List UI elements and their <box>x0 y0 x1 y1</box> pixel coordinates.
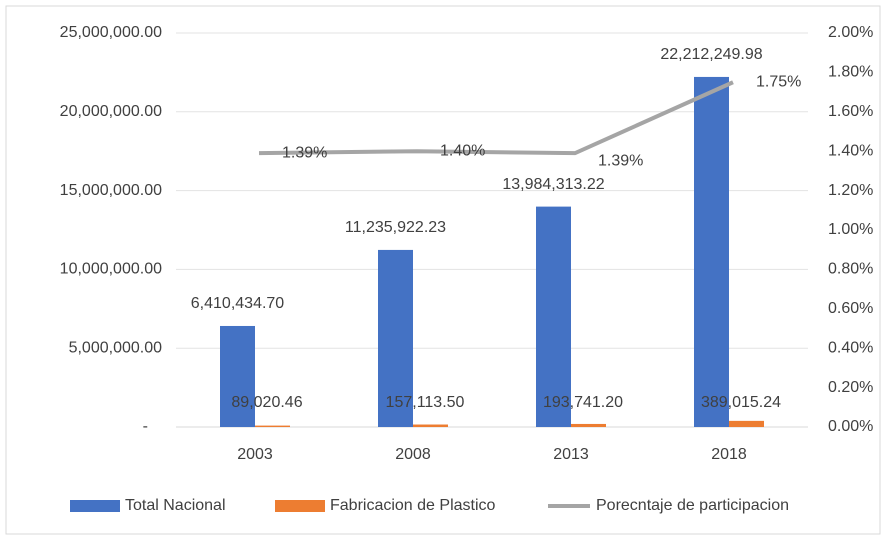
y2-tick-label: 0.40% <box>828 339 873 356</box>
bar <box>220 325 255 427</box>
y2-tick-label: 0.80% <box>828 261 873 278</box>
line-label: 1.75% <box>756 73 801 90</box>
bar <box>536 206 571 427</box>
data-label: 11,235,922.23 <box>345 219 446 236</box>
bar <box>413 424 448 427</box>
bar <box>694 76 729 427</box>
x-tick-label: 2013 <box>553 446 589 463</box>
bar <box>571 423 606 427</box>
data-label: 6,410,434.70 <box>191 295 285 312</box>
y2-tick-label: 0.60% <box>828 300 873 317</box>
legend-swatch <box>275 500 325 512</box>
legend-label: Porecntaje de participacion <box>596 497 789 514</box>
y-tick-label: 15,000,000.00 <box>60 182 162 199</box>
data-label: 13,984,313.22 <box>502 176 604 193</box>
y2-tick-label: 1.60% <box>828 103 873 120</box>
y2-tick-label: 1.80% <box>828 64 873 81</box>
line-label: 1.40% <box>440 142 485 159</box>
data-label: 193,741.20 <box>543 394 623 411</box>
data-label: 22,212,249.98 <box>660 46 762 63</box>
data-label: 389,015.24 <box>701 394 781 411</box>
y2-tick-label: 2.00% <box>828 24 873 41</box>
legend-label: Total Nacional <box>125 497 226 514</box>
bar <box>729 420 764 427</box>
y2-tick-label: 0.00% <box>828 418 873 435</box>
x-tick-label: 2018 <box>711 446 747 463</box>
x-tick-label: 2008 <box>395 446 431 463</box>
legend-label: Fabricacion de Plastico <box>330 497 496 514</box>
line <box>258 80 734 156</box>
y-tick-label: 5,000,000.00 <box>69 339 163 356</box>
data-label: 89,020.46 <box>231 394 302 411</box>
chart-border <box>5 5 881 535</box>
x-tick-label: 2003 <box>237 446 273 463</box>
bar <box>255 425 290 427</box>
y2-tick-label: 1.20% <box>828 182 873 199</box>
y-tick-label: 25,000,000.00 <box>60 24 162 41</box>
y2-tick-label: 1.00% <box>828 221 873 238</box>
bar <box>378 249 413 427</box>
line-label: 1.39% <box>282 144 327 161</box>
data-label: 157,113.50 <box>386 394 465 411</box>
y-tick-label: 20,000,000.00 <box>60 103 162 120</box>
line-label: 1.39% <box>598 152 643 169</box>
legend-swatch <box>70 500 120 512</box>
y2-tick-label: 1.40% <box>828 142 873 159</box>
y2-tick-label: 0.20% <box>828 379 873 396</box>
y-tick-label: 10,000,000.00 <box>60 261 162 278</box>
y-tick-label: - <box>143 418 148 435</box>
